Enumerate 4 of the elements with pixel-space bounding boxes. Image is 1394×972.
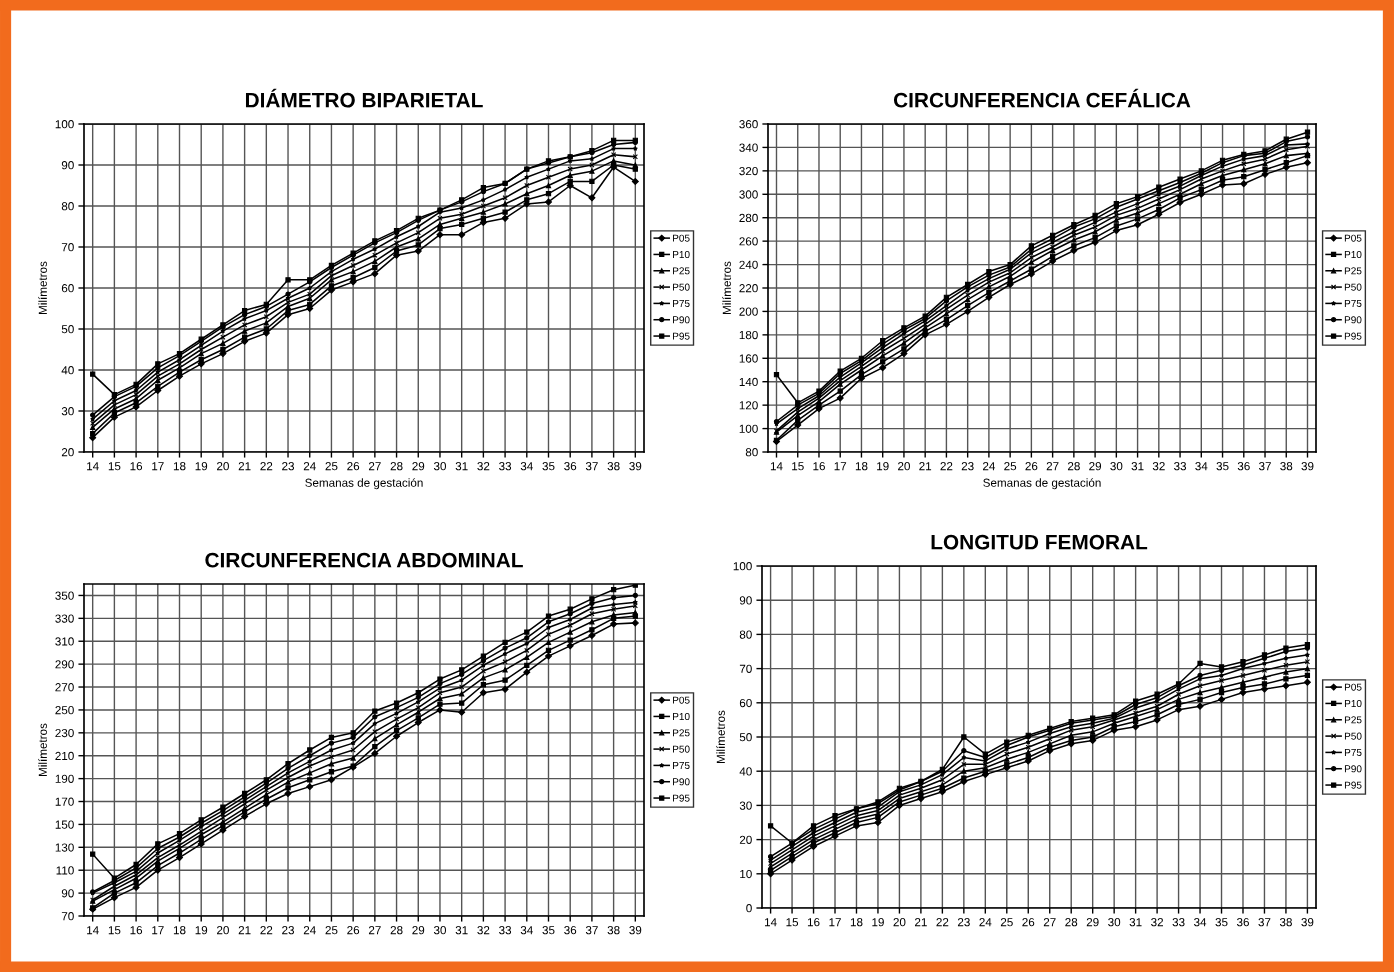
- chart-title: DIÁMETRO BIPARIETAL: [245, 88, 483, 108]
- chart-title: CIRCUNFERENCIA ABDOMINAL: [205, 552, 523, 568]
- chart-title: LONGITUD FEMORAL: [931, 534, 1148, 550]
- chart-title: CIRCUNFERENCIA CEFÁLICA: [893, 88, 1191, 108]
